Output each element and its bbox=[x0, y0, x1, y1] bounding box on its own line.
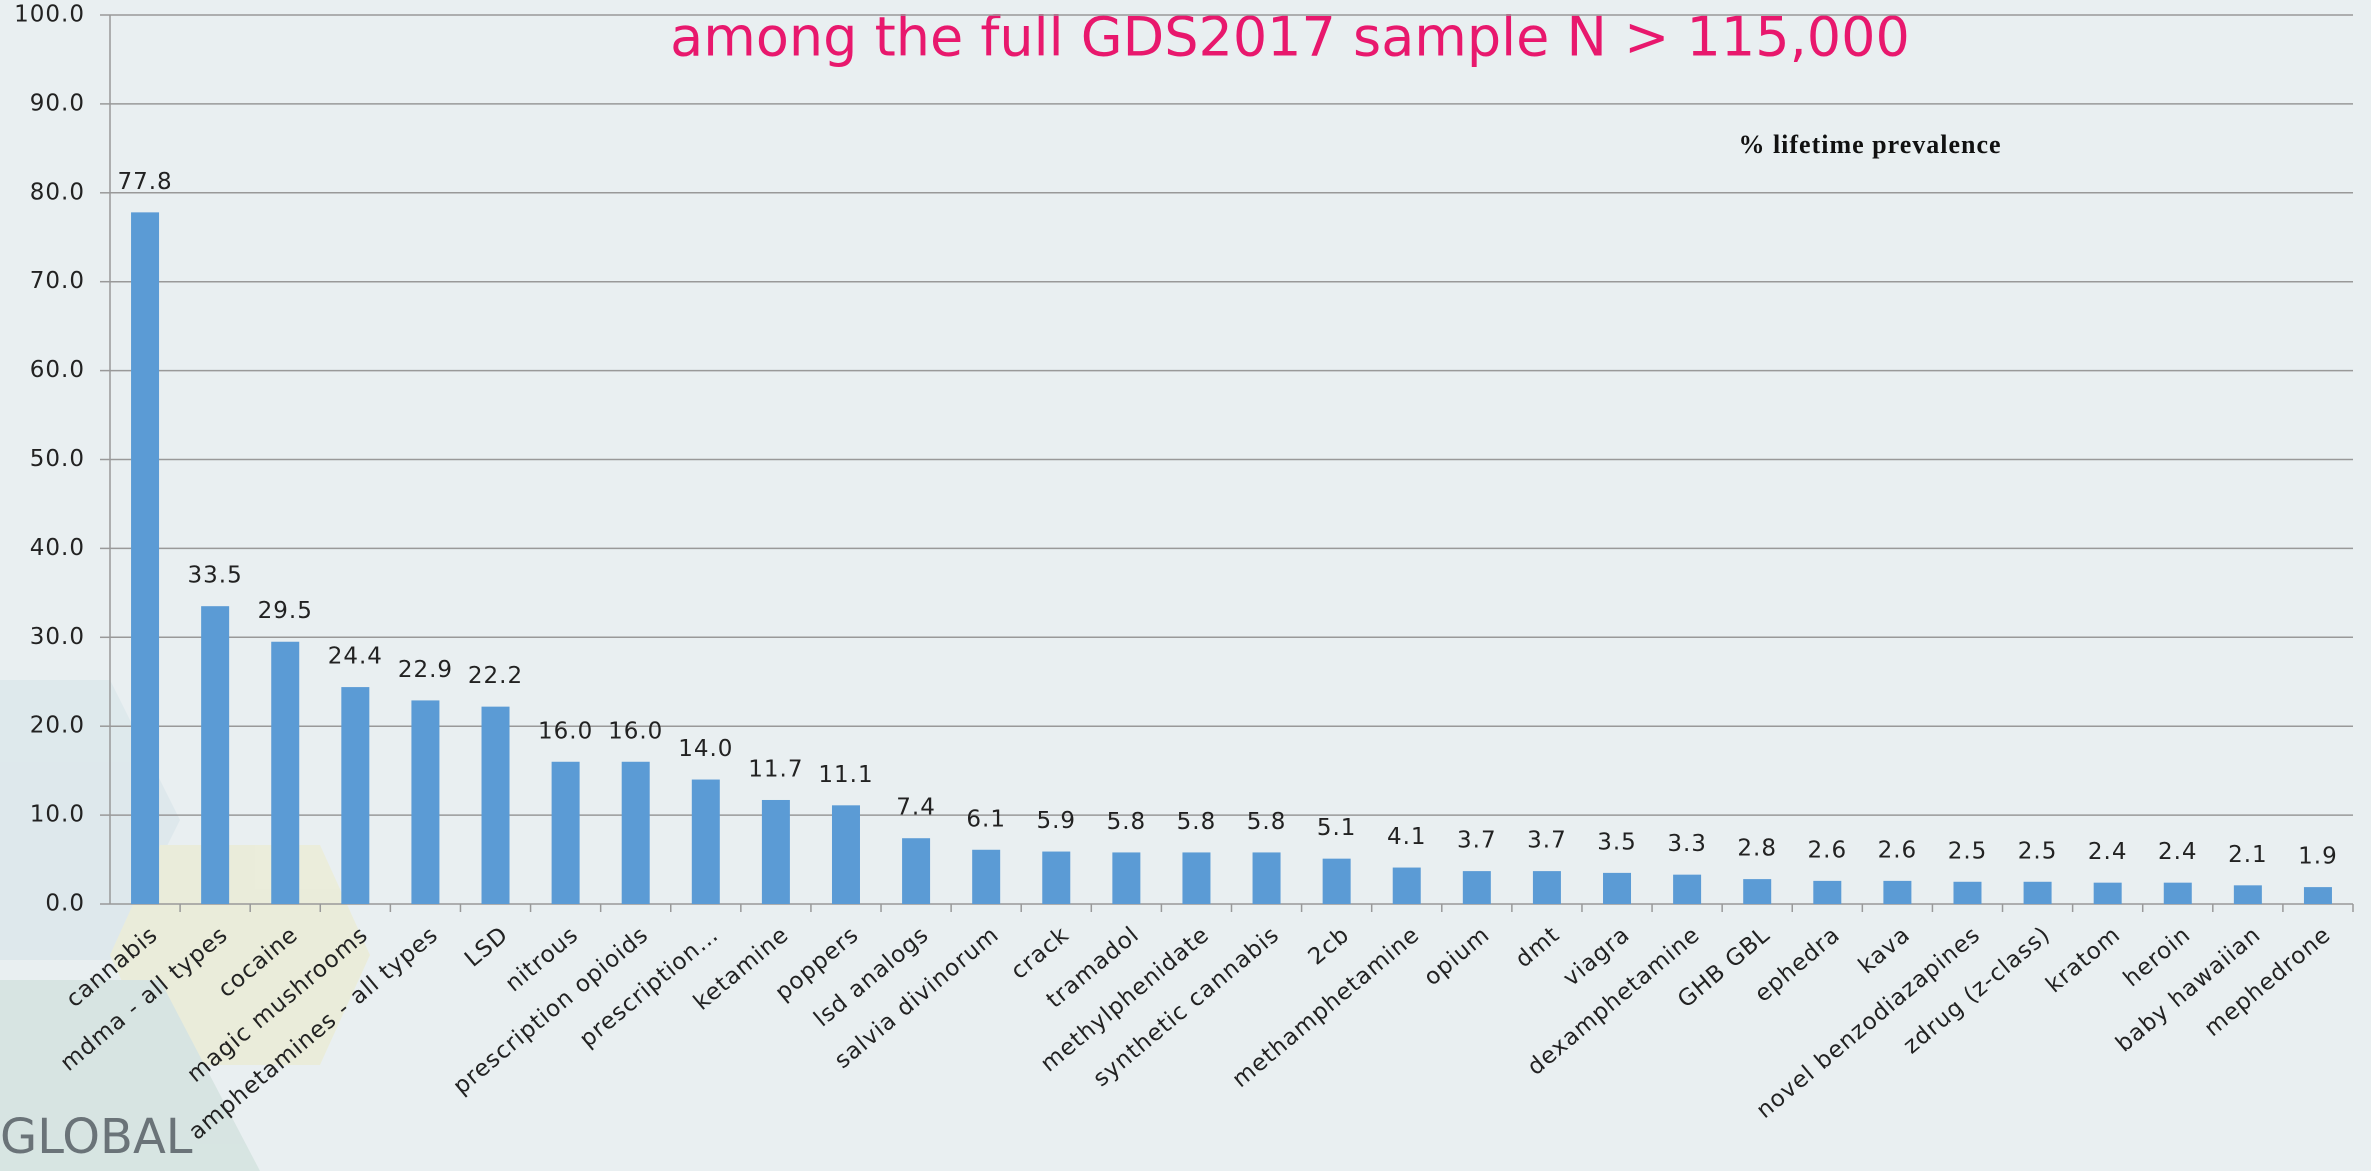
x-tick-label: 2cb bbox=[1304, 922, 1355, 971]
value-label: 11.7 bbox=[748, 756, 803, 782]
bar bbox=[1743, 879, 1772, 904]
x-tick-label: dmt bbox=[1511, 922, 1565, 973]
bar bbox=[2163, 882, 2192, 904]
logo-decoration bbox=[0, 680, 370, 1171]
value-label: 5.9 bbox=[1036, 808, 1076, 834]
bar bbox=[902, 838, 931, 904]
bar bbox=[691, 779, 720, 904]
value-label: 1.9 bbox=[2298, 844, 2338, 870]
bar bbox=[1462, 871, 1491, 904]
value-label: 3.5 bbox=[1597, 829, 1637, 855]
value-label: 2.4 bbox=[2158, 839, 2198, 865]
value-label: 2.4 bbox=[2088, 839, 2128, 865]
bar bbox=[1182, 852, 1211, 904]
bar bbox=[1392, 867, 1421, 904]
bar bbox=[481, 706, 510, 904]
value-label: 5.1 bbox=[1317, 815, 1357, 841]
bar bbox=[2023, 881, 2052, 904]
value-label: 7.4 bbox=[896, 795, 936, 821]
bar bbox=[2233, 885, 2262, 904]
bar bbox=[1603, 872, 1632, 904]
bar bbox=[1532, 871, 1561, 904]
value-label: 2.6 bbox=[1878, 837, 1918, 863]
y-tick-label: 10.0 bbox=[30, 802, 85, 828]
y-tick-label: 40.0 bbox=[30, 535, 85, 561]
y-tick-label: 0.0 bbox=[45, 891, 85, 917]
value-label: 2.5 bbox=[1948, 838, 1988, 864]
value-label: 16.0 bbox=[538, 718, 593, 744]
bar bbox=[972, 849, 1001, 904]
value-label: 2.6 bbox=[1808, 837, 1848, 863]
value-label: 3.7 bbox=[1457, 828, 1497, 854]
value-label: 16.0 bbox=[608, 718, 663, 744]
bar bbox=[1953, 881, 1982, 904]
value-label: 5.8 bbox=[1107, 809, 1147, 835]
value-label: 29.5 bbox=[258, 598, 313, 624]
value-label: 3.7 bbox=[1527, 828, 1567, 854]
bar bbox=[1673, 874, 1702, 904]
bar bbox=[1883, 880, 1912, 904]
value-label: 5.8 bbox=[1247, 809, 1287, 835]
y-tick-label: 20.0 bbox=[30, 713, 85, 739]
value-label: 3.3 bbox=[1667, 831, 1707, 857]
value-label: 5.8 bbox=[1177, 809, 1217, 835]
bar bbox=[201, 606, 230, 904]
x-tick-label: kratom bbox=[2041, 922, 2125, 999]
y-tick-label: 60.0 bbox=[30, 357, 85, 383]
bar bbox=[1042, 851, 1071, 904]
bar bbox=[831, 805, 860, 904]
bar bbox=[621, 761, 650, 904]
value-label: 24.4 bbox=[328, 644, 383, 670]
y-tick-label: 70.0 bbox=[30, 268, 85, 294]
bar bbox=[2093, 882, 2122, 904]
value-label: 2.5 bbox=[2018, 838, 2058, 864]
bar bbox=[761, 799, 790, 904]
x-tick-label: LSD bbox=[460, 922, 514, 973]
value-label: 22.9 bbox=[398, 657, 453, 683]
y-tick-label: 50.0 bbox=[30, 446, 85, 472]
value-label: 14.0 bbox=[678, 736, 733, 762]
bar bbox=[341, 687, 370, 904]
bar bbox=[131, 212, 160, 904]
bar bbox=[1112, 852, 1141, 904]
bar bbox=[551, 761, 580, 904]
value-label: 2.1 bbox=[2228, 842, 2268, 868]
bar bbox=[1813, 880, 1842, 904]
bar bbox=[2303, 887, 2332, 904]
y-tick-label: 80.0 bbox=[30, 179, 85, 205]
value-label: 22.2 bbox=[468, 663, 523, 689]
value-label: 33.5 bbox=[188, 563, 243, 589]
y-tick-label: 30.0 bbox=[30, 624, 85, 650]
value-label: 6.1 bbox=[966, 806, 1006, 832]
value-label: 4.1 bbox=[1387, 824, 1427, 850]
x-tick-label: opium bbox=[1419, 922, 1495, 991]
y-tick-label: 100.0 bbox=[14, 2, 85, 28]
y-tick-label: 90.0 bbox=[30, 90, 85, 116]
value-label: 77.8 bbox=[117, 169, 172, 195]
logo-text: GLOBAL bbox=[0, 1109, 193, 1165]
bar bbox=[1252, 852, 1281, 904]
value-label: 2.8 bbox=[1737, 836, 1777, 862]
x-tick-label: kava bbox=[1854, 922, 1916, 980]
annotation: % lifetime prevalence bbox=[1738, 130, 2001, 159]
bar bbox=[271, 641, 300, 904]
value-label: 11.1 bbox=[818, 762, 873, 788]
bar bbox=[1322, 858, 1351, 904]
bar bbox=[411, 700, 440, 904]
chart-title: among the full GDS2017 sample N > 115,00… bbox=[670, 6, 1910, 69]
x-tick-label: mephedrone bbox=[2200, 922, 2336, 1042]
